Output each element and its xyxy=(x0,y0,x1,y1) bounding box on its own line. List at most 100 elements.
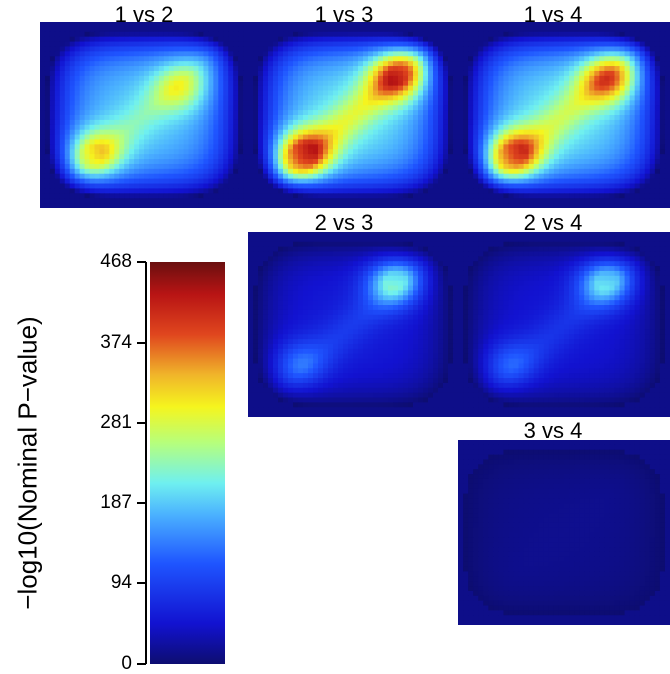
heatmap-cell xyxy=(558,85,565,92)
heatmap-cell xyxy=(594,163,600,170)
heatmap-cell xyxy=(263,26,269,33)
heatmap-cell xyxy=(193,22,200,28)
heatmap-cell xyxy=(614,75,621,82)
heatmap-cell xyxy=(503,129,510,136)
heatmap-cell xyxy=(553,22,560,28)
heatmap-cell xyxy=(624,41,631,48)
heatmap-cell xyxy=(609,115,616,121)
heatmap-cell xyxy=(134,80,140,87)
heatmap-cell xyxy=(473,149,479,155)
heatmap-cell xyxy=(378,246,384,253)
heatmap-cell xyxy=(163,51,170,57)
heatmap-cell xyxy=(528,173,535,180)
heatmap-cell xyxy=(198,105,205,111)
heatmap-cell xyxy=(398,41,404,48)
heatmap-cell xyxy=(473,41,479,48)
heatmap-cell xyxy=(398,203,404,208)
heatmap-cell xyxy=(213,22,219,28)
heatmap-cell xyxy=(158,36,165,43)
heatmap-cell xyxy=(473,70,479,77)
heatmap-cell xyxy=(528,183,535,190)
heatmap-cell xyxy=(173,75,180,82)
heatmap-cell xyxy=(543,26,550,33)
heatmap-cell xyxy=(533,188,540,194)
heatmap-cell xyxy=(89,51,96,57)
heatmap-cell xyxy=(624,115,631,121)
heatmap-cell xyxy=(343,168,349,175)
heatmap-cell xyxy=(288,80,294,87)
heatmap-cell xyxy=(313,115,319,121)
heatmap-cell xyxy=(288,139,294,145)
heatmap-cell xyxy=(413,183,419,190)
heatmap-cell xyxy=(158,80,165,87)
heatmap-cell xyxy=(338,251,344,257)
heatmap-cell xyxy=(129,41,135,48)
heatmap-cell xyxy=(318,134,324,141)
heatmap-cell xyxy=(193,70,200,77)
heatmap-cell xyxy=(104,100,110,106)
heatmap-cell xyxy=(418,134,424,141)
heatmap-cell xyxy=(114,129,120,136)
heatmap-cell xyxy=(353,26,359,33)
heatmap-cell xyxy=(383,66,389,72)
heatmap-cell xyxy=(488,168,494,175)
heatmap-cell xyxy=(328,159,334,165)
heatmap-cell xyxy=(89,149,96,155)
heatmap-cell xyxy=(624,100,631,106)
heatmap-cell xyxy=(558,26,565,33)
heatmap-cell xyxy=(553,56,560,62)
heatmap-cell xyxy=(664,26,670,33)
heatmap-cell xyxy=(333,163,339,170)
heatmap-cell xyxy=(293,251,299,257)
heatmap-cell xyxy=(398,251,404,257)
heatmap-cell xyxy=(153,80,160,87)
heatmap-cell xyxy=(348,159,354,165)
heatmap-cell xyxy=(163,134,170,141)
heatmap-cell xyxy=(463,75,469,82)
heatmap-cell xyxy=(634,159,641,165)
heatmap-cell xyxy=(468,139,474,145)
heatmap-cell xyxy=(228,26,234,33)
heatmap-cell xyxy=(533,203,540,208)
heatmap-cell xyxy=(463,124,469,131)
heatmap-cell xyxy=(388,75,394,82)
heatmap-cell xyxy=(243,22,248,28)
heatmap-cell xyxy=(74,178,81,185)
heatmap-cell xyxy=(134,159,140,165)
heatmap-cell xyxy=(579,144,585,150)
heatmap-cell xyxy=(243,66,248,72)
heatmap-cell xyxy=(478,139,484,145)
heatmap-cell xyxy=(408,251,414,257)
heatmap-cell xyxy=(609,80,616,87)
heatmap-cell xyxy=(463,41,469,48)
heatmap-cell xyxy=(634,124,641,131)
heatmap-cell xyxy=(163,85,170,92)
heatmap-cell xyxy=(223,134,229,141)
heatmap-cell xyxy=(604,46,611,52)
heatmap-cell xyxy=(594,134,600,141)
heatmap-cell xyxy=(503,183,510,190)
heatmap-cell xyxy=(639,115,646,121)
heatmap-cell xyxy=(64,124,71,131)
heatmap-cell xyxy=(619,85,626,92)
heatmap-cell xyxy=(483,90,489,97)
heatmap-cell xyxy=(218,90,224,97)
heatmap-cell xyxy=(323,183,329,190)
heatmap-cell xyxy=(513,168,520,175)
heatmap-cell xyxy=(493,139,499,145)
heatmap-cell xyxy=(378,134,384,141)
heatmap-cell xyxy=(218,56,224,62)
heatmap-cell xyxy=(84,105,91,111)
heatmap-cell xyxy=(654,56,661,62)
heatmap-cell xyxy=(564,100,570,106)
heatmap-cell xyxy=(373,246,379,253)
heatmap-cell xyxy=(649,154,656,160)
heatmap-cell xyxy=(129,90,135,97)
heatmap-cell xyxy=(119,66,125,72)
heatmap-cell xyxy=(624,110,631,116)
heatmap-cell xyxy=(333,105,339,111)
heatmap-cell xyxy=(288,149,294,155)
heatmap-cell xyxy=(298,124,304,131)
heatmap-cell xyxy=(278,124,284,131)
heatmap-cell xyxy=(134,154,140,160)
